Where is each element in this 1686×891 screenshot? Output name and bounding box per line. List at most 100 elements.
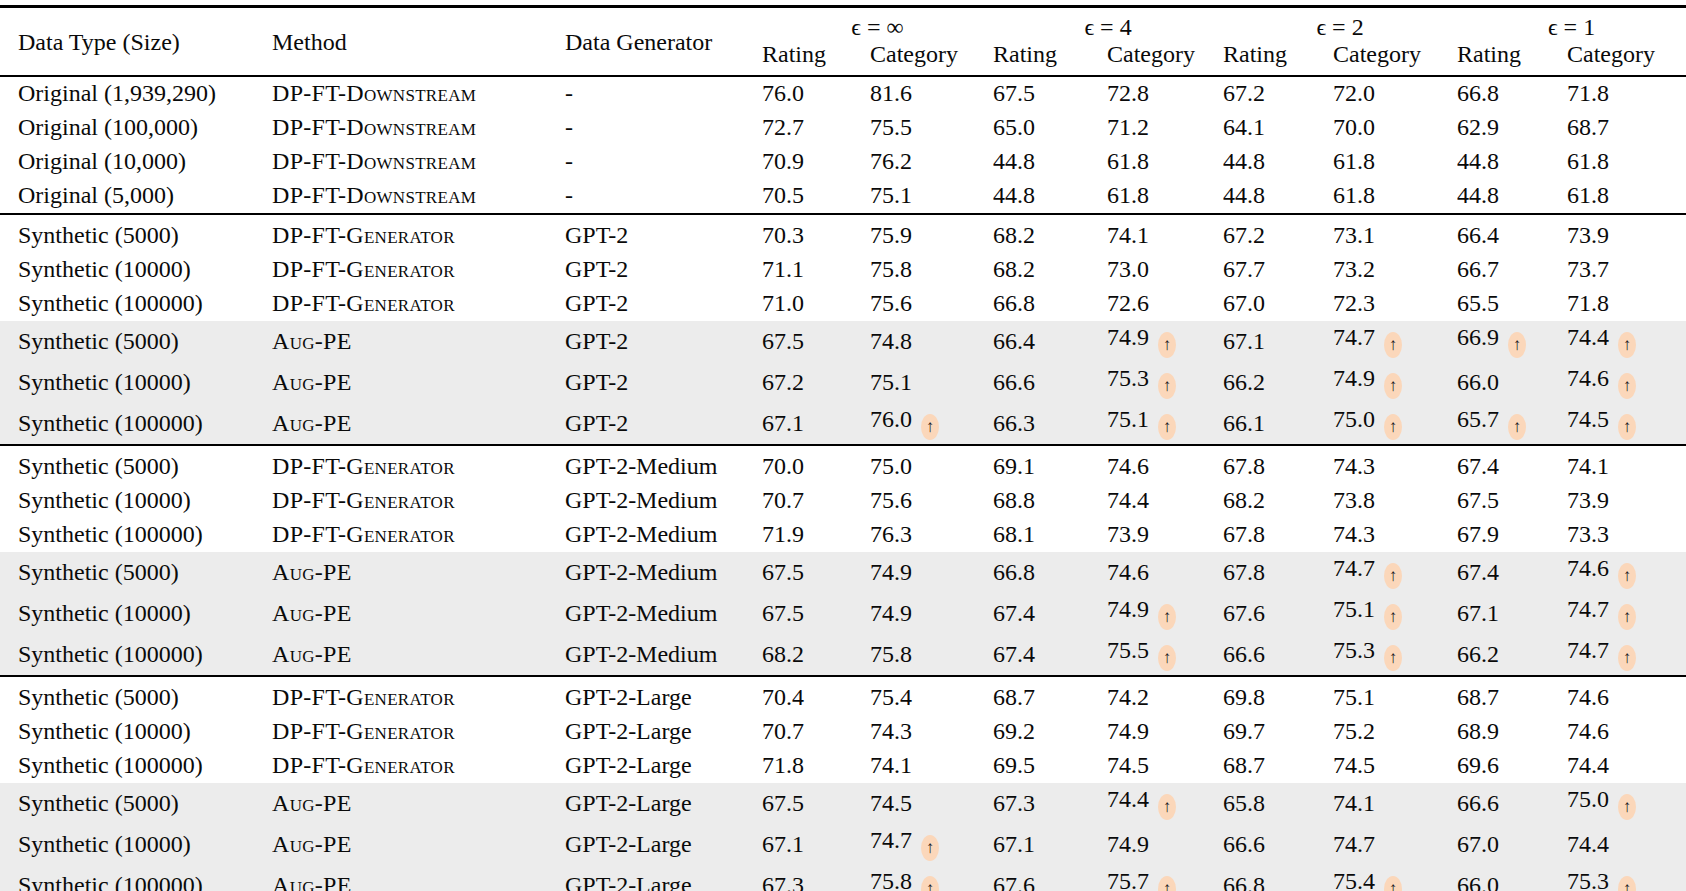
metric-value: 76.0 [762, 80, 804, 106]
value-cell: 67.7 [1223, 253, 1333, 287]
method-cell: DP-FT-Generator [272, 214, 565, 253]
value-cell: 74.3 [870, 715, 993, 749]
metric-value: 71.9 [762, 521, 804, 547]
up-arrow-icon: ↑ [921, 414, 939, 440]
value-cell: 66.1 [1223, 403, 1333, 445]
metric-value: 74.4 [1567, 752, 1609, 778]
results-table: Data Type (Size)MethodData Generatorϵ = … [0, 5, 1686, 891]
value-cell: 73.9 [1567, 484, 1686, 518]
method-label: Aug-PE [272, 600, 352, 626]
metric-value: 69.5 [993, 752, 1035, 778]
value-cell: 73.1 [1333, 214, 1457, 253]
value-cell: 75.3↑ [1567, 865, 1686, 891]
up-arrow-icon: ↑ [1158, 645, 1176, 671]
value-cell: 66.3 [993, 403, 1107, 445]
metric-value: 68.9 [1457, 718, 1499, 744]
value-cell: 74.3 [1333, 518, 1457, 552]
up-arrow-icon: ↑ [1158, 604, 1176, 630]
table-row: Synthetic (5000)Aug-PEGPT-2-Large67.574.… [0, 783, 1686, 824]
value-cell: 67.6 [993, 865, 1107, 891]
metric-value: 71.8 [1567, 290, 1609, 316]
metric-value: 68.7 [1457, 684, 1499, 710]
value-cell: 81.6 [870, 76, 993, 111]
data-type-cell: Synthetic (10000) [0, 362, 272, 403]
value-cell: 74.1 [1333, 783, 1457, 824]
metric-value: 65.0 [993, 114, 1035, 140]
metric-value: 68.8 [993, 487, 1035, 513]
value-cell: 75.0 [870, 445, 993, 484]
value-cell: 74.2 [1107, 676, 1223, 715]
metric-value: 74.9 [1333, 365, 1375, 391]
metric-value: 72.6 [1107, 290, 1149, 316]
value-cell: 74.3 [1333, 445, 1457, 484]
metric-value: 74.7 [1567, 637, 1609, 663]
value-cell: 74.5 [1333, 749, 1457, 783]
value-cell: 74.5↑ [1567, 403, 1686, 445]
metric-value: 66.8 [993, 559, 1035, 585]
value-cell: 68.8 [993, 484, 1107, 518]
table-row: Synthetic (100000)Aug-PEGPT-2-Large67.37… [0, 865, 1686, 891]
metric-value: 66.8 [993, 290, 1035, 316]
value-cell: 75.0↑ [1333, 403, 1457, 445]
method-cell: DP-FT-Generator [272, 445, 565, 484]
metric-header-category-3: Category [1567, 41, 1686, 76]
table-row: Synthetic (10000)DP-FT-GeneratorGPT-2-La… [0, 715, 1686, 749]
metric-value: 68.2 [762, 641, 804, 667]
metric-value: 68.2 [993, 222, 1035, 248]
value-cell: 65.7↑ [1457, 403, 1567, 445]
value-cell: 75.2 [1333, 715, 1457, 749]
metric-value: 74.1 [1333, 790, 1375, 816]
data-type-cell: Synthetic (5000) [0, 783, 272, 824]
up-arrow-icon: ↑ [1384, 332, 1402, 358]
value-cell: 75.9 [870, 214, 993, 253]
value-cell: 66.6 [1223, 634, 1333, 676]
metric-value: 74.1 [1567, 453, 1609, 479]
generator-cell: GPT-2 [565, 321, 762, 362]
metric-value: 67.7 [1223, 256, 1265, 282]
value-cell: 75.5 [870, 111, 993, 145]
metric-value: 75.1 [870, 182, 912, 208]
value-cell: 66.2 [1457, 634, 1567, 676]
value-cell: 44.8 [1223, 145, 1333, 179]
value-cell: 71.9 [762, 518, 870, 552]
value-cell: 67.5 [762, 783, 870, 824]
method-label: Aug-PE [272, 410, 352, 436]
method-cell: DP-FT-Generator [272, 749, 565, 783]
method-label: Aug-PE [272, 369, 352, 395]
metric-value: 67.5 [762, 790, 804, 816]
metric-value: 67.2 [1223, 80, 1265, 106]
value-cell: 61.8 [1107, 179, 1223, 214]
value-cell: 74.7 [1333, 824, 1457, 865]
value-cell: 75.8↑ [870, 865, 993, 891]
value-cell: 70.4 [762, 676, 870, 715]
data-type-cell: Synthetic (10000) [0, 824, 272, 865]
value-cell: 72.0 [1333, 76, 1457, 111]
value-cell: 69.1 [993, 445, 1107, 484]
metric-value: 67.1 [762, 831, 804, 857]
method-cell: DP-FT-Generator [272, 676, 565, 715]
metric-value: 61.8 [1333, 148, 1375, 174]
value-cell: 75.1 [1333, 676, 1457, 715]
value-cell: 67.3 [762, 865, 870, 891]
value-cell: 61.8 [1107, 145, 1223, 179]
metric-value: 67.1 [993, 831, 1035, 857]
up-arrow-icon: ↑ [1618, 373, 1636, 399]
value-cell: 75.0↑ [1567, 783, 1686, 824]
metric-value: 67.6 [993, 872, 1035, 891]
value-cell: 74.9 [870, 593, 993, 634]
metric-value: 68.2 [993, 256, 1035, 282]
value-cell: 76.0↑ [870, 403, 993, 445]
value-cell: 66.6 [1457, 783, 1567, 824]
metric-value: 72.7 [762, 114, 804, 140]
metric-header-rating-1: Rating [993, 41, 1107, 76]
metric-value: 67.4 [993, 600, 1035, 626]
metric-value: 67.1 [1457, 600, 1499, 626]
metric-value: 71.8 [1567, 80, 1609, 106]
value-cell: 67.9 [1457, 518, 1567, 552]
value-cell: 44.8 [993, 179, 1107, 214]
metric-value: 75.1 [1333, 684, 1375, 710]
value-cell: 66.7 [1457, 253, 1567, 287]
metric-value: 75.6 [870, 290, 912, 316]
value-cell: 73.8 [1333, 484, 1457, 518]
value-cell: 67.1 [762, 403, 870, 445]
